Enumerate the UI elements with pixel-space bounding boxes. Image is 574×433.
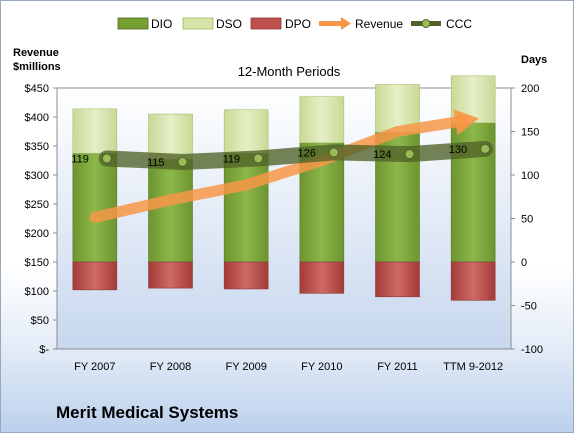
x-axis-tick-label: FY 2011 [377,361,418,373]
right-axis-tick-label: -50 [521,301,537,313]
right-axis: -100 -50 0 50 100 150 200 [511,83,543,356]
left-axis-tick-label: $350 [25,141,49,153]
x-axis: FY 2007 FY 2008 FY 2009 FY 2010 FY 2011 TTM 9… [74,361,503,373]
legend: DIO DSO DPO Revenue CCC [117,17,472,31]
revenue-line [89,115,467,223]
bar-dso [223,109,269,154]
legend-swatch-dio [117,17,149,30]
ccc-marker [177,156,188,167]
bar-dpo [450,261,496,301]
right-axis-tick-label: 0 [521,257,527,269]
ccc-data-label: 126 [297,147,315,159]
bar-dso [148,113,193,160]
left-axis-tick-label: $250 [25,199,49,211]
left-axis: $- $50 $100 $150 $200 $250 $300 $350 $400 $450 [25,83,57,356]
ccc-data-label: 130 [449,144,467,156]
bar-dio [223,152,269,263]
right-axis-tick-label: -100 [521,344,543,356]
bar-series [72,75,496,301]
legend-label-dpo: DPO [285,17,311,31]
bar-dpo [223,261,269,290]
legend-label-dso: DSO [216,17,242,31]
ccc-marker [253,153,264,164]
revenue-arrowhead [453,109,480,136]
x-axis-tick-label: FY 2007 [74,361,115,373]
bar-dpo [299,261,345,294]
left-axis-tick-label: $100 [25,286,49,298]
ccc-marker [480,143,491,154]
bar-dso [72,108,118,154]
legend-label-dio: DIO [151,17,172,31]
legend-label-ccc: CCC [446,17,472,31]
ccc-series: 119 115 119 126 124 130 [71,140,494,170]
chart-title: 12-Month Periods [238,64,341,79]
left-axis-tick-label: $300 [25,170,49,182]
legend-arrowhead-revenue [341,17,351,30]
left-axis-title-line1: Revenue [13,47,59,59]
x-axis-tick-label: TTM 9-2012 [443,361,503,373]
legend-marker-ccc [421,19,431,28]
right-axis-title: Days [521,54,547,66]
right-axis-tick-label: 50 [521,214,533,226]
plot-area [56,87,512,350]
bar-dpo [375,261,420,298]
bar-dio [148,159,193,263]
ccc-marker [404,149,415,160]
right-axis-tick-label: 100 [521,170,539,182]
left-axis-tick-label: $450 [25,83,49,95]
left-axis-tick-label: $50 [31,315,49,327]
bar-dpo [72,261,118,291]
ccc-line [98,140,494,170]
left-axis-tick-label: $200 [25,228,49,240]
ccc-data-label: 119 [223,153,241,165]
ccc-marker [328,147,339,158]
x-axis-tick-label: FY 2010 [301,361,342,373]
left-axis-title-line2: $millions [13,61,61,73]
legend-swatch-dpo [250,17,282,30]
x-axis-tick-label: FY 2009 [225,361,266,373]
revenue-series [89,109,480,223]
x-axis-tick-label: FY 2008 [150,361,191,373]
bar-dpo [148,261,193,289]
left-axis-tick-label: $400 [25,112,49,124]
company-name: Merit Medical Systems [56,403,239,422]
ccc-data-label: 119 [71,153,89,165]
ccc-marker [101,153,112,164]
bar-dio [72,152,118,263]
left-axis-tick-label: $- [39,344,49,356]
bar-dso [299,96,345,144]
ccc-data-label: 124 [373,149,391,161]
right-axis-tick-label: 200 [521,83,539,95]
legend-swatch-dso [182,17,214,30]
left-axis-tick-label: $150 [25,257,49,269]
ccc-data-label: 115 [147,157,165,169]
right-axis-tick-label: 150 [521,127,539,139]
legend-label-revenue: Revenue [355,17,403,31]
